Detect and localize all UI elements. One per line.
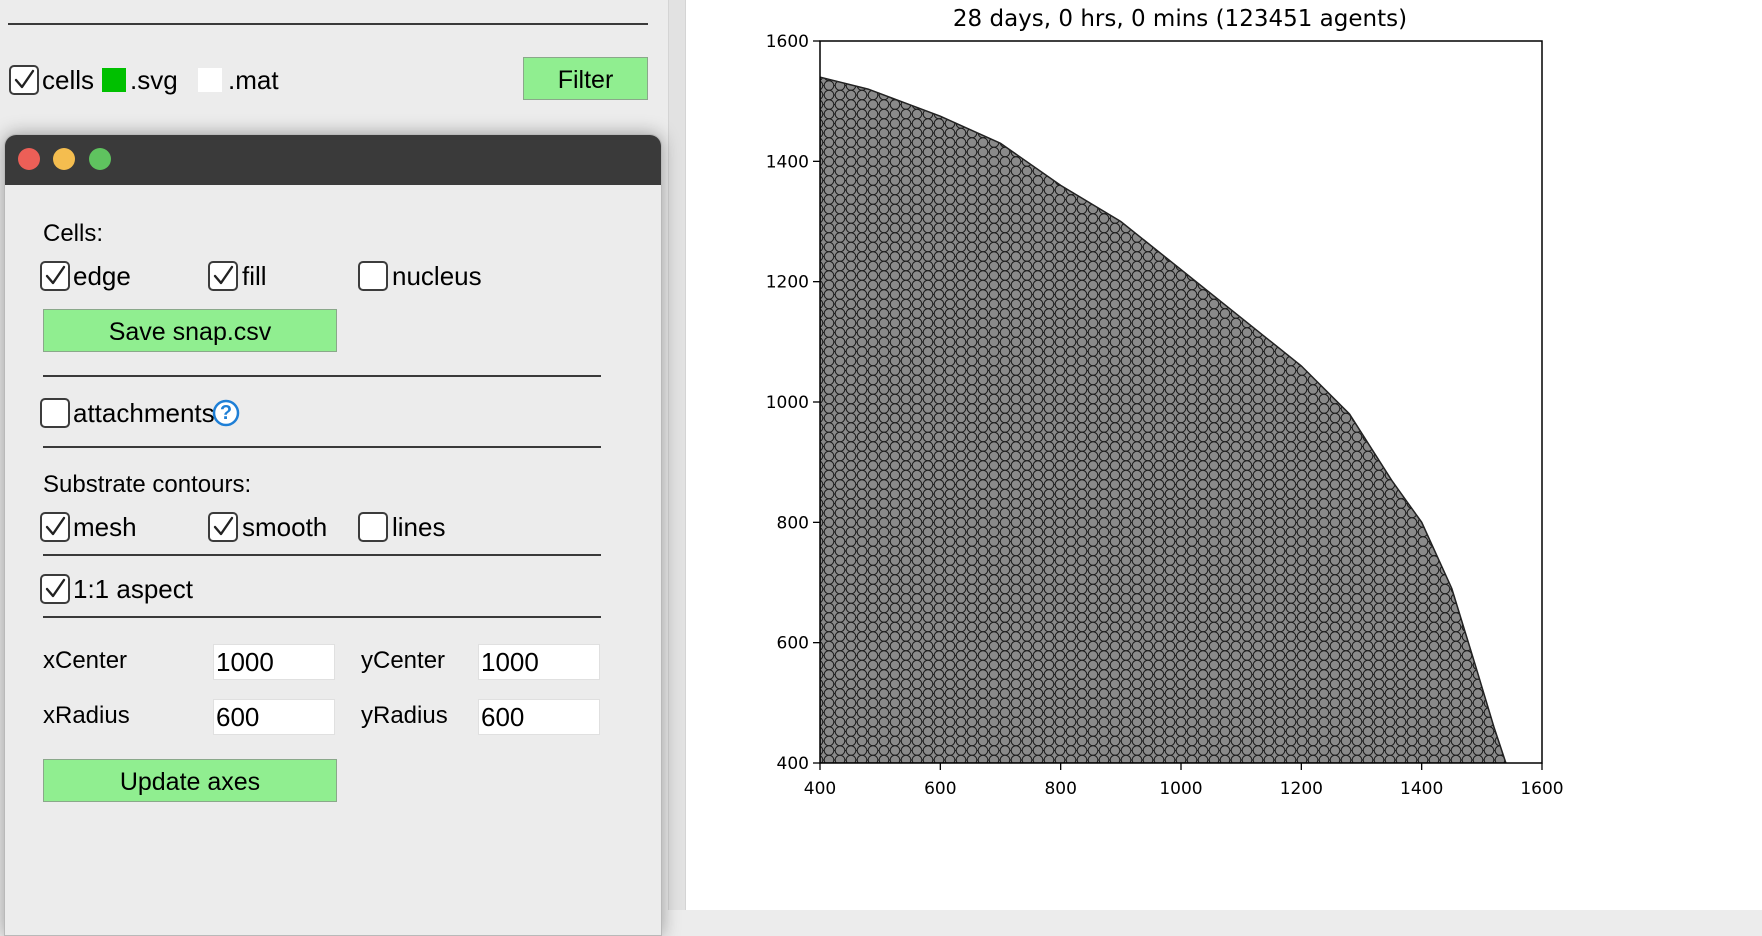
aspect-checkbox[interactable] xyxy=(40,574,70,604)
smooth-label: smooth xyxy=(242,512,328,542)
update-axes-button[interactable]: Update axes xyxy=(43,759,337,802)
y-tick-label: 600 xyxy=(777,634,809,654)
divider-1 xyxy=(43,375,601,377)
x-tick-label: 800 xyxy=(1044,779,1076,799)
nucleus-checkbox[interactable] xyxy=(358,261,388,291)
xradius-input[interactable] xyxy=(213,699,335,735)
cells-heading: Cells: xyxy=(43,220,104,247)
y-tick-label: 1200 xyxy=(766,273,809,293)
edge-label: edge xyxy=(73,261,131,291)
cells-label: cells xyxy=(42,65,95,95)
y-tick-label: 1600 xyxy=(766,32,809,52)
chart-title: 28 days, 0 hrs, 0 mins (123451 agents) xyxy=(953,6,1407,32)
agent-plot[interactable]: 28 days, 0 hrs, 0 mins (123451 agents) 4… xyxy=(686,0,1762,910)
mat-label: .mat xyxy=(228,65,279,95)
help-glyph: ? xyxy=(219,402,233,424)
attachments-checkbox[interactable] xyxy=(40,398,70,428)
mesh-label: mesh xyxy=(73,512,137,542)
attachments-label: attachments xyxy=(73,398,215,428)
x-tick-label: 600 xyxy=(924,779,956,799)
ycenter-input[interactable] xyxy=(478,644,600,680)
divider-3 xyxy=(43,554,601,556)
yradius-label: yRadius xyxy=(361,702,448,729)
yradius-input[interactable] xyxy=(478,699,600,735)
mat-color-swatch[interactable] xyxy=(198,68,222,92)
svg-label: .svg xyxy=(130,65,178,95)
lines-checkbox[interactable] xyxy=(358,512,388,542)
x-tick-label: 1400 xyxy=(1400,779,1443,799)
mesh-checkbox[interactable] xyxy=(40,512,70,542)
help-icon[interactable]: ? xyxy=(212,399,240,427)
fill-label: fill xyxy=(242,261,267,291)
nucleus-label: nucleus xyxy=(392,261,482,291)
lines-label: lines xyxy=(392,512,446,542)
close-window-icon[interactable] xyxy=(18,148,40,170)
cells-checkbox[interactable] xyxy=(9,65,39,95)
dialog-titlebar[interactable] xyxy=(5,135,661,185)
xcenter-input[interactable] xyxy=(213,644,335,680)
edge-checkbox[interactable] xyxy=(40,261,70,291)
svg-color-swatch[interactable] xyxy=(102,68,126,92)
y-tick-label: 400 xyxy=(777,754,809,774)
minimize-window-icon[interactable] xyxy=(53,148,75,170)
top-divider xyxy=(8,23,648,25)
divider-2 xyxy=(43,446,601,448)
smooth-checkbox[interactable] xyxy=(208,512,238,542)
zoom-window-icon[interactable] xyxy=(89,148,111,170)
x-tick-label: 1200 xyxy=(1280,779,1323,799)
xradius-label: xRadius xyxy=(43,702,130,729)
x-tick-label: 1000 xyxy=(1159,779,1202,799)
ycenter-label: yCenter xyxy=(361,647,446,674)
y-tick-label: 1000 xyxy=(766,393,809,413)
aspect-label: 1:1 aspect xyxy=(73,574,193,604)
xcenter-label: xCenter xyxy=(43,647,128,674)
x-tick-label: 1600 xyxy=(1520,779,1563,799)
fill-checkbox[interactable] xyxy=(208,261,238,291)
y-tick-label: 1400 xyxy=(766,152,809,172)
x-tick-label: 400 xyxy=(804,779,836,799)
substrate-heading: Substrate contours: xyxy=(43,471,252,498)
agent-cells xyxy=(820,76,1507,763)
pane-splitter[interactable] xyxy=(668,0,686,910)
plot-area: 28 days, 0 hrs, 0 mins (123451 agents) 4… xyxy=(686,0,1762,910)
y-tick-label: 800 xyxy=(777,513,809,533)
filter-button[interactable]: Filter xyxy=(523,57,648,100)
save-snap-button[interactable]: Save snap.csv xyxy=(43,309,337,352)
divider-4 xyxy=(43,616,601,618)
settings-dialog: Cells: edge fill nucleus Save snap.csv a… xyxy=(4,134,662,936)
